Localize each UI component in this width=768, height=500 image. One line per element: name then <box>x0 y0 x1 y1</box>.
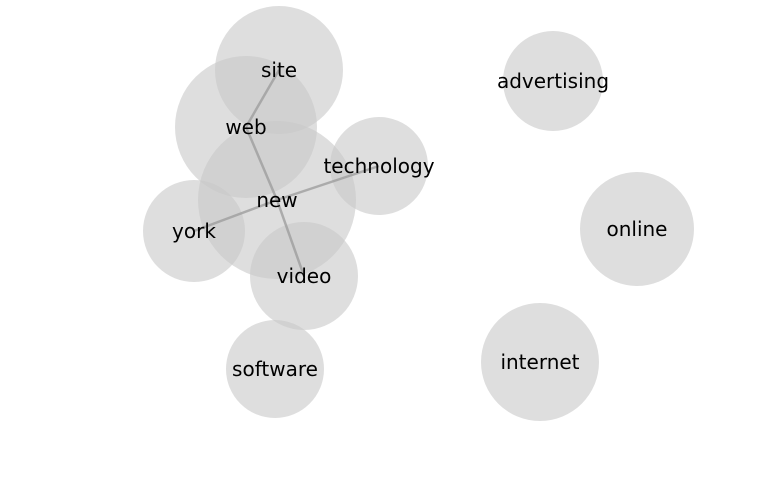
node-labels: site web new technology york video software adv… <box>172 58 667 381</box>
node-label-online: online <box>606 217 667 241</box>
edge-new-video <box>275 199 306 277</box>
node-label-web: web <box>225 115 266 139</box>
edge-site-web <box>244 69 281 128</box>
node-circle-software <box>226 320 324 418</box>
node-circle-online <box>580 172 694 286</box>
edge-new-york <box>193 198 278 233</box>
node-label-york: york <box>172 219 216 243</box>
node-label-advertising: advertising <box>497 69 609 93</box>
node-label-technology: technology <box>323 154 434 178</box>
edge-lines <box>193 69 380 277</box>
node-label-software: software <box>232 357 318 381</box>
edge-new-technology <box>276 164 380 202</box>
node-label-video: video <box>277 264 332 288</box>
node-label-internet: internet <box>500 350 579 374</box>
edge-web-new <box>244 126 279 201</box>
node-circles <box>143 6 694 421</box>
node-label-new: new <box>256 188 297 212</box>
node-circle-advertising <box>503 31 603 131</box>
node-label-site: site <box>261 58 297 82</box>
node-circle-internet <box>481 303 599 421</box>
